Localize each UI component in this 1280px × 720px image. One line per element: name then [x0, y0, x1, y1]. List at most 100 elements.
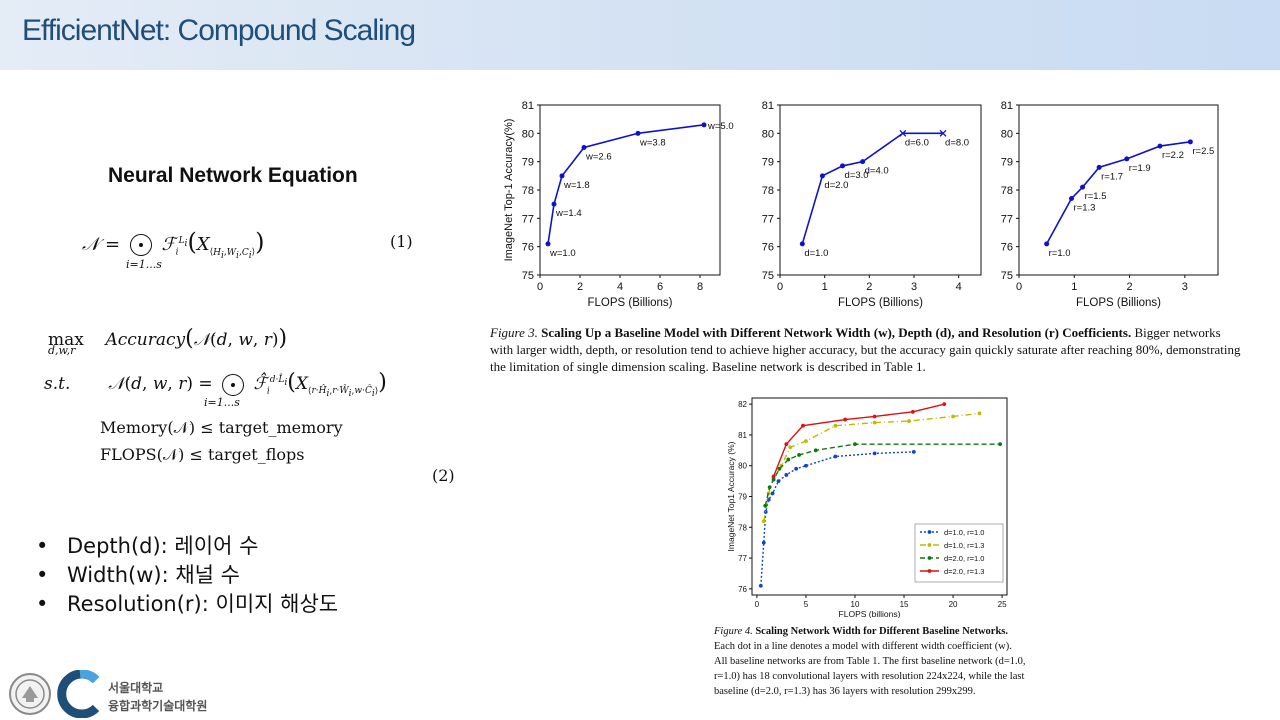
x-tick-label: 4 — [956, 281, 962, 293]
y-tick-label: 81 — [1001, 100, 1013, 112]
legend-entry: d=1.0, r=1.0 — [944, 528, 984, 537]
data-point — [899, 129, 907, 137]
y-tick-label: 77 — [1001, 213, 1013, 225]
university-name: 서울대학교 — [108, 681, 164, 695]
figure-4-chart: 0 5 10 15 20 25 76 77 78 79 80 81 82 FLOPS (billions)… — [726, 397, 1008, 618]
data-point — [833, 454, 838, 459]
data-label: w=1.4 — [555, 208, 582, 219]
y-axis-label: ImageNet Top1 Accuracy (%) — [726, 441, 736, 551]
data-point — [767, 485, 772, 490]
figure-4-caption-title: Scaling Network Width for Different Base… — [755, 626, 1008, 637]
data-point — [1157, 143, 1163, 149]
data-point — [758, 583, 763, 588]
data-label: r=1.9 — [1129, 163, 1151, 174]
x-tick-label: 20 — [949, 600, 958, 609]
data-point — [1096, 164, 1102, 170]
y-axis-label: ImageNet Top-1 Accuracy(%) — [503, 119, 515, 262]
data-point — [843, 417, 848, 422]
x-tick-label: 0 — [1016, 281, 1022, 293]
flops-constraint: FLOPS(𝒩) ≤ target_flops — [100, 445, 305, 464]
x-tick-label: 25 — [998, 600, 1007, 609]
bullet-resolution: Resolution(r): 이미지 해상도 — [36, 590, 338, 619]
x-tick-label: 3 — [1182, 281, 1188, 293]
y-tick-label: 78 — [522, 185, 534, 197]
y-tick-label: 78 — [1001, 185, 1013, 197]
data-label: r=1.0 — [1049, 248, 1071, 259]
y-tick-label: 77 — [522, 213, 534, 225]
figure-3-charts: 0 2 4 6 8 75 76 77 78 79 80 81 FLOPS (Billions) Image… — [503, 100, 1219, 309]
data-label: d=1.0 — [804, 248, 828, 259]
x-axis-label: FLOPS (Billions) — [588, 297, 673, 309]
equation-1-subscript: i=1...s — [126, 258, 162, 271]
data-point — [860, 159, 866, 165]
data-point — [784, 473, 789, 477]
gscst-c-logo — [57, 670, 100, 718]
data-point — [1044, 241, 1050, 247]
equation-1: 𝒩 = ℱiLi(X⟨Hi,Wi,Ci⟩) — [82, 228, 265, 261]
figure-4-caption-body: Each dot in a line denotes a model with … — [714, 641, 1026, 697]
bullet-depth: Depth(d): 레이어 수 — [36, 532, 338, 561]
y-tick-label: 76 — [738, 585, 747, 594]
odot-symbol — [222, 373, 245, 396]
data-point — [911, 449, 916, 454]
y-tick-label: 79 — [762, 157, 774, 169]
figure-4-caption: Figure 4. Scaling Network Width for Diff… — [714, 624, 1026, 699]
y-tick-label: 80 — [522, 128, 534, 140]
data-point — [804, 439, 808, 443]
series-line — [760, 451, 914, 586]
x-tick-label: 4 — [617, 281, 623, 293]
x-tick-label: 2 — [1126, 281, 1132, 293]
x-tick-label: 0 — [777, 281, 783, 293]
data-label: w=2.6 — [585, 152, 612, 163]
data-point — [770, 491, 775, 496]
data-point — [545, 241, 551, 247]
figure-4-label: Figure 4. — [714, 626, 753, 637]
data-label: r=2.5 — [1192, 146, 1214, 157]
data-label: r=1.3 — [1074, 203, 1096, 214]
x-axis-label: FLOPS (Billions) — [838, 297, 923, 309]
data-point — [581, 145, 587, 150]
x-axis-label: FLOPS (Billions) — [1076, 297, 1161, 309]
data-label: r=1.5 — [1085, 191, 1107, 202]
equation-2-number: (2) — [432, 466, 455, 485]
figure-3-caption: Figure 3. Scaling Up a Baseline Model wi… — [490, 324, 1242, 375]
data-point — [804, 463, 808, 468]
snu-seal-logo — [9, 673, 51, 715]
data-point — [797, 453, 801, 457]
x-tick-label: 1 — [1071, 281, 1077, 293]
y-tick-label: 75 — [1001, 270, 1013, 282]
x-tick-label: 2 — [577, 281, 583, 293]
data-point — [776, 479, 781, 484]
data-point — [910, 409, 915, 414]
y-tick-label: 80 — [738, 462, 747, 471]
bullet-list: Depth(d): 레이어 수 Width(w): 채널 수 Resolutio… — [36, 532, 338, 619]
y-tick-label: 81 — [738, 431, 747, 440]
equation-2-constraint: s.t. 𝒩(d, w, r) = ℱ̂id·L̂i(X⟨r·Ĥi,r·Ŵi,w… — [44, 370, 387, 400]
x-tick-label: 1 — [822, 281, 828, 293]
data-label: w=1.0 — [549, 248, 576, 259]
y-tick-label: 75 — [762, 270, 774, 282]
data-point — [701, 122, 707, 128]
legend-marker — [927, 569, 932, 573]
data-point — [761, 519, 766, 524]
data-point — [635, 130, 641, 136]
data-point — [939, 129, 947, 137]
y-tick-label: 78 — [762, 185, 774, 197]
data-point — [777, 466, 782, 471]
data-point — [942, 402, 947, 407]
data-point — [794, 466, 799, 471]
school-name: 융합과학기술대학원 — [108, 699, 208, 713]
y-tick-label: 77 — [738, 554, 747, 563]
x-axis-label: FLOPS (billions) — [839, 609, 901, 618]
y-tick-label: 76 — [1001, 242, 1013, 254]
legend-marker — [927, 543, 932, 547]
data-point — [872, 420, 877, 425]
figure-3-caption-title: Scaling Up a Baseline Model with Differe… — [541, 325, 1132, 340]
data-point — [801, 423, 805, 428]
data-point — [559, 173, 565, 179]
y-tick-label: 79 — [1001, 157, 1013, 169]
data-label: d=2.0 — [824, 180, 848, 191]
data-point — [907, 419, 911, 423]
legend-entry: d=2.0, r=1.0 — [944, 554, 984, 563]
slide-title: EfficientNet: Compound Scaling — [22, 14, 416, 47]
